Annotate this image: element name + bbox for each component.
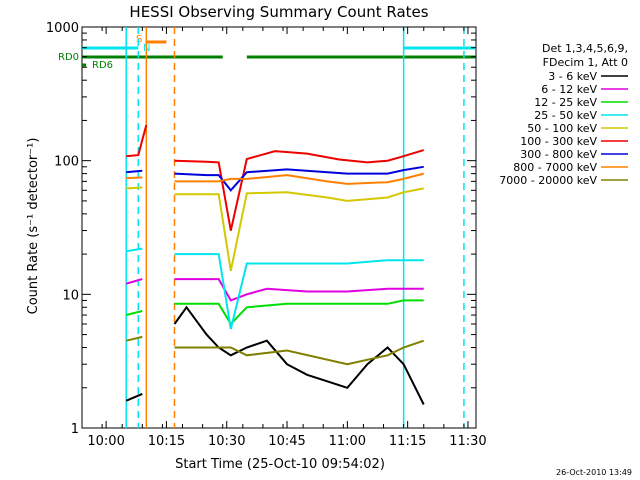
series-line — [125, 278, 424, 302]
flag-label-s: S — [136, 34, 142, 45]
chart-title: HESSI Observing Summary Count Rates — [129, 3, 428, 21]
x-axis-label: Start Time (25-Oct-10 09:54:02) — [175, 457, 385, 472]
y-axis-label: Count Rate (s⁻¹ detector⁻¹) — [26, 138, 41, 315]
legend-entry-label: 25 - 50 keV — [534, 109, 597, 122]
series-layer — [125, 124, 425, 405]
x-tick-label: 11:00 — [329, 434, 366, 449]
x-tick-label: 10:00 — [87, 434, 124, 449]
series-line — [125, 299, 424, 326]
legend-entry-label: 800 - 7000 keV — [513, 161, 597, 174]
flag-label-rd6: RD6 — [92, 60, 113, 71]
vlines-layer — [125, 27, 465, 428]
x-tick-label: 11:15 — [389, 434, 426, 449]
series-line — [125, 305, 425, 405]
legend-entry-label: 50 - 100 keV — [527, 122, 597, 135]
legend-header: FDecim 1, Att 0 — [543, 56, 628, 69]
plot-border — [81, 26, 477, 429]
flags-layer: RD0RD6SN — [58, 34, 476, 71]
x-tick-label: 10:30 — [208, 434, 245, 449]
y-tick-label: 1000 — [46, 21, 79, 36]
series-line — [125, 335, 425, 366]
legend-header: Det 1,3,4,5,6,9, — [542, 42, 628, 55]
legend-entry-label: 300 - 800 keV — [520, 148, 597, 161]
flag-label-rd0: RD0 — [58, 52, 79, 63]
plot-frame — [81, 26, 477, 429]
series-line — [126, 186, 424, 272]
series-line — [126, 247, 424, 330]
x-tick-label: 10:45 — [268, 434, 305, 449]
series-line — [126, 172, 424, 185]
legend-entry-label: 100 - 300 keV — [520, 135, 597, 148]
series-line — [126, 124, 424, 231]
legend-entry-label: 7000 - 20000 keV — [499, 174, 597, 187]
footer-timestamp: 26-Oct-2010 13:49 — [556, 468, 632, 477]
x-tick-label: 11:30 — [449, 434, 486, 449]
legend-entry-label: 3 - 6 keV — [548, 70, 597, 83]
x-tick-label: 10:15 — [148, 434, 185, 449]
ticks-layer: 10:00 10:15 10:30 10:45 11:00 11:15 11:30 1 10 10… — [46, 21, 487, 449]
legend-entry-label: 6 - 12 keV — [541, 83, 597, 96]
y-tick-label: 100 — [54, 155, 79, 170]
y-tick-label: 1 — [71, 422, 79, 437]
series-line — [126, 165, 424, 192]
y-tick-label: 10 — [62, 288, 79, 303]
legend: Det 1,3,4,5,6,9,FDecim 1, Att 03 - 6 keV… — [499, 42, 628, 187]
legend-entry-label: 12 - 25 keV — [534, 96, 597, 109]
